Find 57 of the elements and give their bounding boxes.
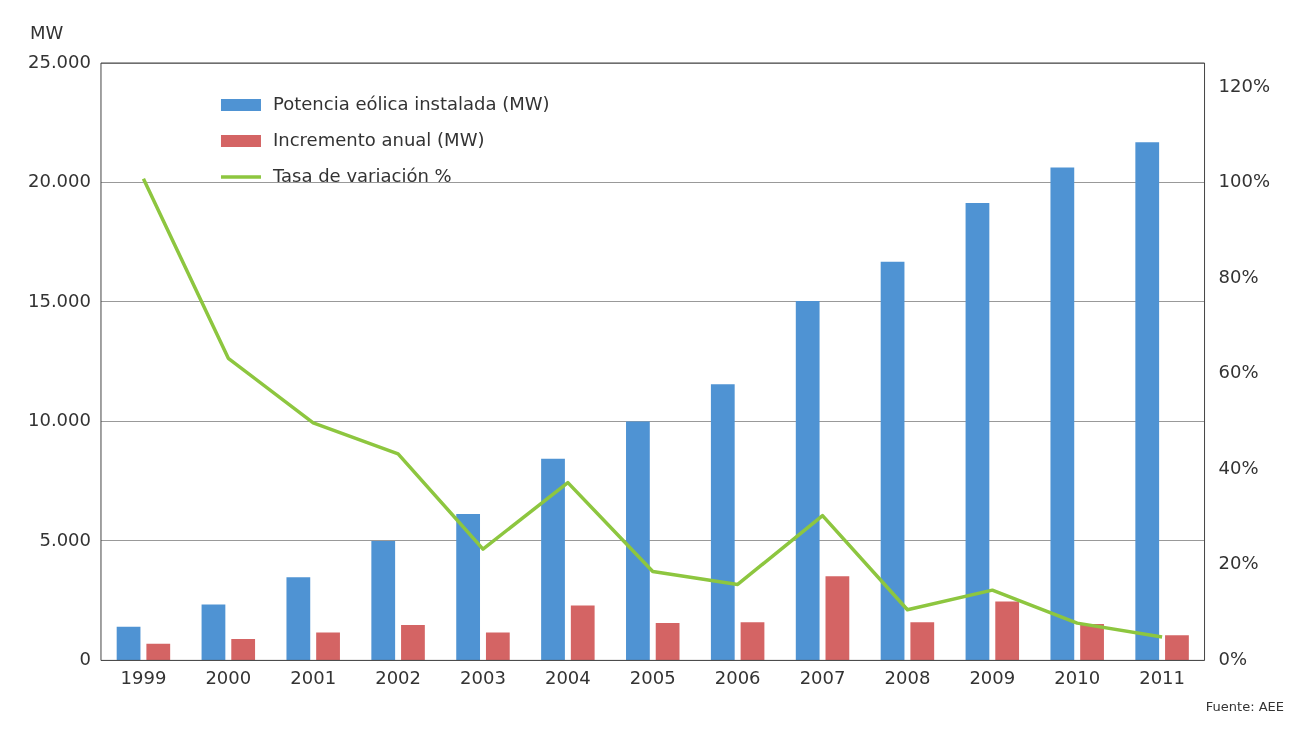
bar [825, 576, 850, 660]
bar [1135, 142, 1160, 660]
bar [401, 625, 425, 660]
bar [286, 577, 311, 660]
bar [910, 622, 935, 660]
y2-tick-label: 100% [1218, 170, 1271, 192]
x-tick-label: 2008 [884, 666, 931, 688]
bar [485, 632, 510, 660]
bar [965, 203, 990, 660]
y-tick-label: 5.000 [39, 528, 91, 550]
x-tick-label: 2004 [544, 666, 591, 688]
y2-tick-label: 60% [1218, 361, 1259, 383]
bar [231, 638, 256, 660]
bar [626, 421, 650, 660]
y-axis-title: MW [30, 21, 64, 43]
y-tick-label: 10.000 [28, 409, 91, 431]
x-tick-label: 2009 [969, 666, 1016, 688]
x-tick-label: 1999 [120, 666, 167, 688]
x-tick-label: 2011 [1139, 666, 1185, 688]
x-tick-label: 2010 [1054, 666, 1101, 688]
x-tick-label: 2007 [799, 666, 846, 688]
x-tick-label: 2001 [290, 666, 337, 688]
source-note: Fuente: AEE [1205, 698, 1284, 714]
bar [201, 604, 226, 660]
bar [541, 458, 565, 660]
bar [456, 513, 481, 660]
bar [1165, 635, 1189, 660]
y2-tick-label: 120% [1218, 74, 1271, 96]
y2-tick-label: 20% [1218, 552, 1259, 574]
y2-tick-label: 80% [1218, 265, 1259, 287]
bar [795, 301, 820, 660]
y-tick-label: 25.000 [28, 50, 91, 72]
y-tick-label: 0 [79, 648, 91, 670]
bar [146, 643, 171, 660]
x-tick-label: 2002 [375, 666, 421, 688]
bar [740, 622, 765, 660]
y2-tick-label: 0% [1218, 648, 1248, 670]
bar [1080, 624, 1104, 660]
x-tick-label: 2003 [460, 666, 506, 688]
bar [371, 540, 396, 660]
y2-tick-label: 40% [1218, 456, 1259, 478]
x-tick-label: 2005 [629, 666, 676, 688]
bar [116, 626, 141, 660]
bar [570, 605, 595, 660]
y-tick-label: 20.000 [28, 170, 91, 192]
bar [995, 601, 1020, 660]
bar [316, 632, 340, 660]
x-tick-label: 2000 [205, 666, 252, 688]
bar [655, 623, 680, 660]
bar [880, 261, 905, 660]
y-tick-label: 15.000 [28, 289, 91, 311]
bar [710, 384, 735, 660]
x-tick-label: 2006 [714, 666, 761, 688]
legend-label: Potencia eólica instalada (MW) [272, 92, 550, 114]
bar [1050, 167, 1075, 660]
legend-label: Tasa de variación % [271, 164, 452, 186]
legend-label: Incremento anual (MW) [272, 128, 485, 150]
